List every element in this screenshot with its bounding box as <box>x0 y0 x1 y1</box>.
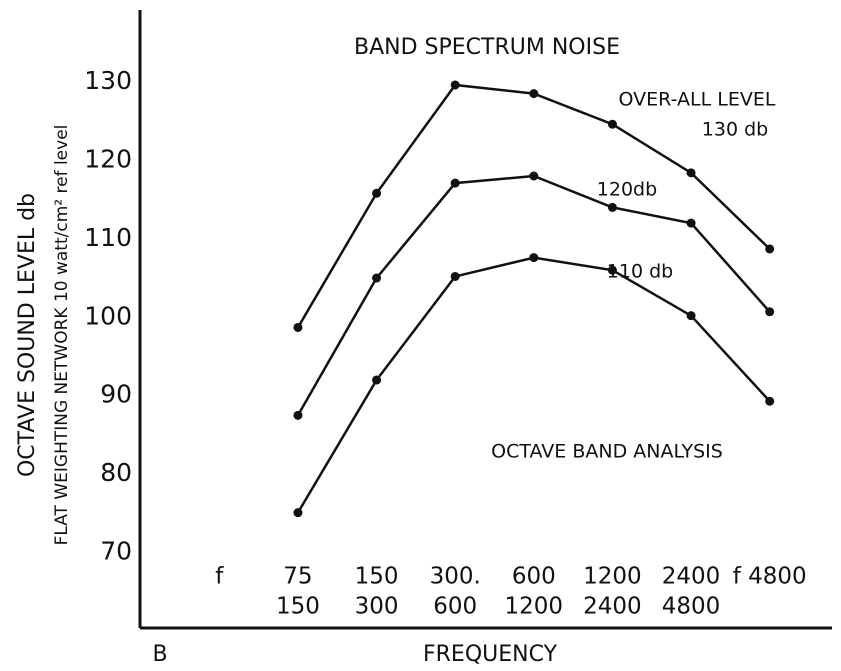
x-tick-label: 150 <box>276 594 320 620</box>
series-label: 130 db <box>702 119 768 141</box>
y-tick-label: 110 <box>84 223 132 252</box>
series-label: 110 db <box>607 261 673 283</box>
x-axis-label: FREQUENCY <box>423 642 558 667</box>
data-point <box>293 322 303 332</box>
x-tick-label: 2400 <box>583 594 642 620</box>
y-tick-label: 70 <box>100 537 132 566</box>
y-tick-label: 120 <box>84 144 132 173</box>
data-point <box>686 311 696 321</box>
data-point <box>293 410 303 420</box>
x-tick-label: 300 <box>355 594 399 620</box>
x-tick-label: 4800 <box>662 594 721 620</box>
series-label: 120db <box>597 179 657 201</box>
data-point <box>686 168 696 178</box>
data-point <box>765 307 775 317</box>
y-tick-label: 80 <box>100 458 132 487</box>
y-axis-label: OCTAVE SOUND LEVEL db <box>15 193 40 477</box>
data-point <box>607 202 617 212</box>
x-corner-label: B <box>152 642 167 667</box>
data-point <box>450 80 460 90</box>
x-tick-label: 1200 <box>583 564 642 590</box>
chart-title: BAND SPECTRUM NOISE <box>354 35 620 60</box>
x-tick-label: 75 <box>283 564 312 590</box>
data-point <box>450 178 460 188</box>
data-point <box>372 273 382 283</box>
y-tick-label: 100 <box>84 301 132 330</box>
series-line <box>296 256 771 514</box>
annotation: OCTAVE BAND ANALYSIS <box>491 441 723 463</box>
x-tick-label: 600 <box>512 564 556 590</box>
data-point <box>529 253 539 263</box>
data-point <box>372 188 382 198</box>
x-tick-label: f 4800 <box>733 564 807 590</box>
y-tick-label: 130 <box>84 66 132 95</box>
data-point <box>529 171 539 181</box>
x-tick-label: 2400 <box>662 564 721 590</box>
data-point <box>529 89 539 99</box>
data-point <box>372 375 382 385</box>
data-point <box>607 265 617 275</box>
data-point <box>450 271 460 281</box>
y-axis-sublabel: FLAT WEIGHTING NETWORK 10 watt/cm² ref l… <box>52 125 72 546</box>
x-tick-label: 150 <box>355 564 399 590</box>
data-point <box>293 508 303 518</box>
x-tick-label: 600 <box>433 594 477 620</box>
x-tick-label: f <box>215 564 224 590</box>
x-tick-label: 300. <box>430 564 481 590</box>
annotation: OVER-ALL LEVEL <box>619 89 776 111</box>
y-tick-label: 90 <box>100 380 132 409</box>
data-point <box>765 396 775 406</box>
data-point <box>686 218 696 228</box>
data-point <box>765 244 775 254</box>
x-tick-label: 1200 <box>505 594 564 620</box>
data-point <box>607 119 617 129</box>
series-line <box>296 174 771 416</box>
